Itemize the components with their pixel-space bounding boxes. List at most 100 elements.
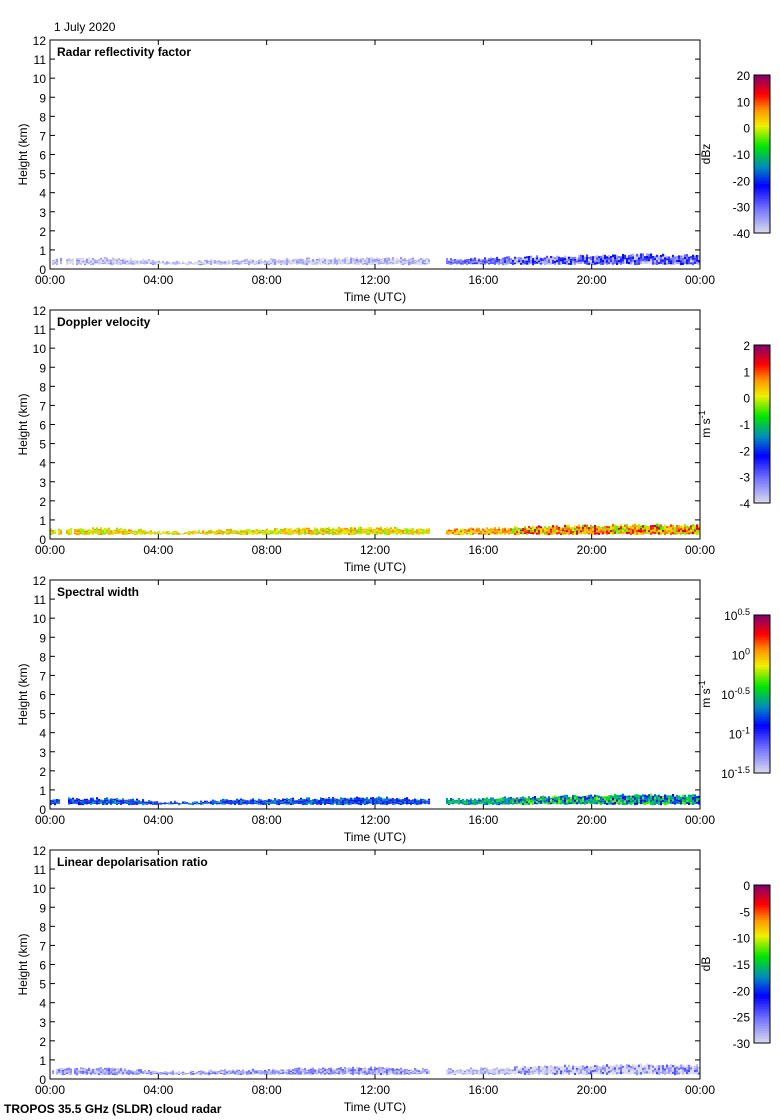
data-cell xyxy=(420,1073,423,1074)
data-cell xyxy=(342,532,345,535)
data-cell xyxy=(696,261,699,265)
data-cell xyxy=(386,1069,389,1072)
data-cell xyxy=(230,801,233,803)
data-cell xyxy=(242,803,245,805)
data-cell xyxy=(254,263,257,265)
data-cell xyxy=(240,262,243,264)
data-cell xyxy=(556,255,559,258)
data-cell xyxy=(312,532,315,534)
colorbar-segment xyxy=(754,629,770,633)
data-cell xyxy=(550,256,553,259)
data-cell xyxy=(296,261,299,264)
data-cell xyxy=(502,797,505,800)
data-cell xyxy=(312,1072,315,1075)
data-cell xyxy=(122,262,125,264)
data-cell xyxy=(302,1070,305,1072)
data-cell xyxy=(274,798,277,800)
data-cell xyxy=(56,261,59,264)
data-cell xyxy=(86,1069,89,1071)
data-cell xyxy=(228,803,231,805)
data-cell xyxy=(548,526,551,529)
data-cell xyxy=(346,262,349,265)
data-cell xyxy=(298,802,301,805)
data-cell xyxy=(410,532,413,535)
data-cell xyxy=(400,261,403,263)
data-cell xyxy=(356,1070,359,1072)
data-cell xyxy=(630,261,633,265)
colorbar-segment xyxy=(754,124,770,128)
data-cell xyxy=(416,1073,419,1075)
data-cell xyxy=(512,259,515,262)
data-cell xyxy=(500,799,503,802)
data-cell xyxy=(260,259,263,262)
data-cell xyxy=(530,255,533,258)
data-cell xyxy=(162,532,165,533)
y-tick-label: 3 xyxy=(39,206,46,220)
data-cell xyxy=(566,527,569,530)
data-cell xyxy=(494,259,497,262)
data-cell xyxy=(522,528,525,530)
data-cell xyxy=(244,259,247,261)
colorbar-segment xyxy=(754,765,770,769)
data-cell xyxy=(304,527,307,530)
data-cell xyxy=(60,259,63,262)
data-cell xyxy=(612,798,615,801)
data-cell xyxy=(306,1070,309,1072)
data-cell xyxy=(684,532,687,535)
data-cell xyxy=(200,1072,203,1074)
colorbar-segment xyxy=(754,99,770,103)
data-cell xyxy=(476,261,479,263)
data-cell xyxy=(166,264,169,265)
data-cell xyxy=(588,527,591,529)
data-cell xyxy=(158,531,161,532)
data-cell xyxy=(76,261,79,264)
data-cell xyxy=(76,529,79,531)
data-cell xyxy=(614,259,617,262)
data-cell xyxy=(630,532,633,536)
data-cell xyxy=(480,802,483,804)
data-cell xyxy=(232,532,235,534)
data-cell xyxy=(84,530,87,533)
data-cell xyxy=(552,532,555,535)
data-cell xyxy=(190,262,193,264)
data-cell xyxy=(592,260,595,263)
data-cell xyxy=(390,1069,393,1072)
colorbar-segment xyxy=(754,718,770,722)
data-cell xyxy=(202,531,205,533)
data-cell xyxy=(98,532,101,534)
data-cell xyxy=(344,1066,347,1069)
data-cell xyxy=(236,1070,239,1072)
data-cell xyxy=(288,528,291,531)
data-cell xyxy=(462,528,465,531)
data-cell xyxy=(698,795,701,798)
data-cell xyxy=(564,255,567,258)
data-cell xyxy=(318,801,321,803)
data-cell xyxy=(616,532,619,535)
data-cell xyxy=(626,795,629,798)
data-cell xyxy=(406,800,409,803)
data-cell xyxy=(92,1068,95,1071)
data-cell xyxy=(630,530,633,533)
data-cell xyxy=(268,261,271,263)
data-cell xyxy=(228,533,231,535)
colorbar-segment xyxy=(754,461,770,464)
data-cell xyxy=(384,801,387,804)
data-cell xyxy=(178,262,181,263)
data-cell xyxy=(184,263,187,264)
data-cell xyxy=(560,802,563,805)
data-cell xyxy=(486,1070,489,1073)
data-cell xyxy=(684,797,687,800)
data-cell xyxy=(326,530,329,533)
data-cell xyxy=(120,529,123,531)
data-cell xyxy=(298,533,301,536)
data-cell xyxy=(264,1073,267,1075)
data-cell xyxy=(282,262,285,264)
data-cell xyxy=(268,263,271,266)
data-cell xyxy=(134,800,137,802)
data-cell xyxy=(494,263,497,265)
data-cell xyxy=(462,530,465,532)
data-cell xyxy=(460,259,463,261)
data-cell xyxy=(310,259,313,262)
data-cell xyxy=(528,262,531,265)
data-cell xyxy=(552,256,555,259)
